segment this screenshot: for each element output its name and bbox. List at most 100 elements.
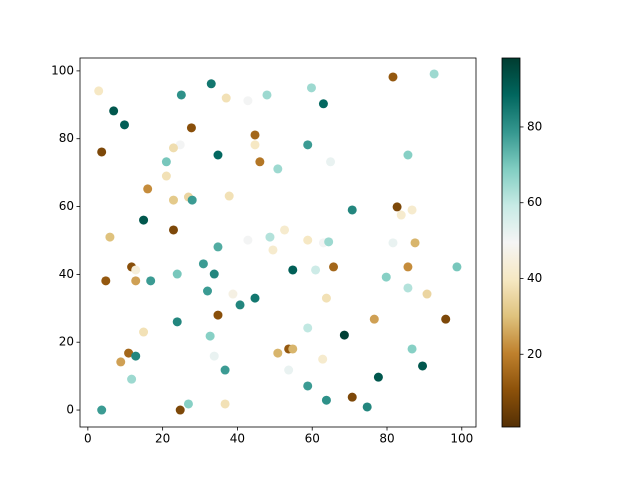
plot-frame	[79, 57, 477, 428]
point	[116, 357, 126, 367]
point	[318, 99, 328, 109]
point	[220, 399, 230, 409]
colorbar-tick-label: 20	[527, 347, 542, 361]
point	[139, 327, 149, 337]
x-tick-label: 20	[155, 432, 170, 446]
point	[209, 269, 219, 279]
point	[265, 232, 275, 242]
point	[262, 90, 272, 100]
point	[109, 106, 119, 116]
point	[255, 157, 265, 167]
y-tick-label: 40	[59, 267, 74, 281]
point	[280, 225, 290, 235]
point	[131, 351, 141, 361]
point	[101, 276, 111, 286]
point	[284, 365, 294, 375]
point	[303, 323, 313, 333]
point	[347, 392, 357, 402]
point	[161, 171, 171, 181]
point	[326, 157, 336, 167]
point	[407, 205, 417, 215]
point	[388, 238, 398, 248]
point	[168, 195, 178, 205]
point	[221, 93, 231, 103]
point	[250, 140, 260, 150]
colorbar-tick-label: 40	[527, 271, 542, 285]
point	[452, 262, 462, 272]
point	[273, 164, 283, 174]
point	[410, 238, 420, 248]
point	[213, 310, 223, 320]
point	[243, 235, 253, 245]
point	[97, 405, 107, 415]
point	[392, 202, 402, 212]
point	[303, 381, 313, 391]
point	[339, 330, 349, 340]
point	[418, 361, 428, 371]
point	[172, 269, 182, 279]
point	[403, 150, 413, 160]
point	[119, 120, 129, 130]
point	[97, 147, 107, 157]
point	[161, 157, 171, 167]
point	[324, 237, 334, 247]
point	[168, 143, 178, 153]
point	[206, 79, 216, 89]
colorbar	[501, 57, 521, 428]
point	[205, 331, 215, 341]
point	[187, 195, 197, 205]
y-tick-label: 60	[59, 199, 74, 213]
point	[429, 69, 439, 79]
point	[321, 395, 331, 405]
point	[213, 150, 223, 160]
point	[127, 374, 137, 384]
point	[228, 289, 238, 299]
point	[139, 215, 149, 225]
point	[250, 130, 260, 140]
point	[175, 140, 185, 150]
point	[250, 293, 260, 303]
point	[175, 405, 185, 415]
point	[176, 90, 186, 100]
y-tick-label: 20	[59, 335, 74, 349]
point	[131, 265, 141, 275]
point	[396, 210, 406, 220]
colorbar-tick-label: 60	[527, 195, 542, 209]
point	[288, 344, 298, 354]
y-tick-label: 80	[59, 131, 74, 145]
point	[146, 276, 156, 286]
point	[186, 123, 196, 133]
point	[311, 265, 321, 275]
point	[94, 86, 104, 96]
point	[373, 372, 383, 382]
point	[168, 225, 178, 235]
point	[124, 348, 134, 358]
y-tick-label: 0	[66, 403, 74, 417]
point	[288, 265, 298, 275]
point	[268, 245, 278, 255]
point	[203, 286, 213, 296]
point	[321, 293, 331, 303]
point	[243, 96, 253, 106]
point	[303, 235, 313, 245]
point	[183, 399, 193, 409]
point	[198, 259, 208, 269]
point	[172, 317, 182, 327]
point	[306, 83, 316, 93]
point	[235, 300, 245, 310]
x-tick-label: 100	[450, 432, 473, 446]
point	[273, 348, 283, 358]
point	[318, 354, 328, 364]
point	[388, 72, 398, 82]
point	[381, 272, 391, 282]
point	[403, 262, 413, 272]
point	[422, 289, 432, 299]
point	[407, 344, 417, 354]
x-tick-label: 40	[230, 432, 245, 446]
point	[329, 262, 339, 272]
point	[105, 232, 115, 242]
colorbar-tick-label: 80	[527, 119, 542, 133]
point	[220, 365, 230, 375]
point	[224, 191, 234, 201]
